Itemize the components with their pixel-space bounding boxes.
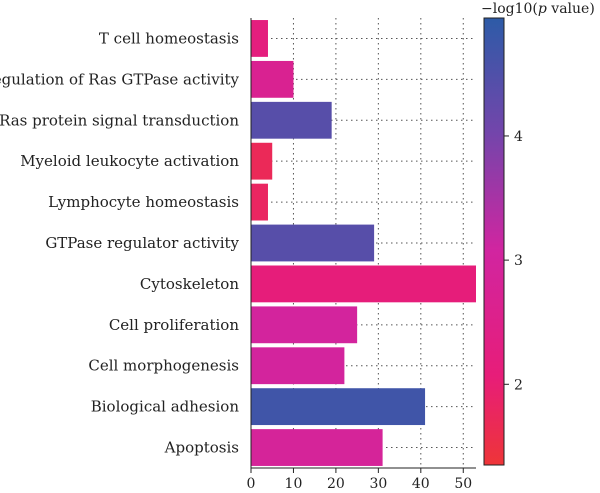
x-tick-label: 10	[285, 476, 303, 492]
bar	[251, 101, 332, 139]
x-axis: 0 10 20 30 40 50	[247, 18, 476, 492]
bar	[251, 142, 273, 180]
category-label: Lymphocyte homeostasis	[48, 193, 239, 211]
colorbar: 2 3 4 −log10(p value)	[481, 1, 595, 466]
bar	[251, 429, 383, 466]
x-tick-label: 40	[412, 476, 430, 492]
x-tick-label: 0	[247, 476, 256, 492]
bar	[251, 347, 345, 385]
category-label: Cytoskeleton	[140, 275, 239, 293]
category-label: Regulation of Ras GTPase activity	[0, 70, 240, 88]
colorbar-title: −log10(p value)	[481, 1, 595, 17]
category-label: GTPase regulator activity	[45, 234, 239, 252]
x-tick-label: 50	[454, 476, 472, 492]
bar-series	[251, 20, 476, 466]
category-label: T cell homeostasis	[99, 29, 239, 47]
bar	[251, 183, 268, 221]
bar	[251, 388, 426, 426]
category-label: Biological adhesion	[91, 398, 240, 416]
bar	[251, 224, 375, 262]
colorbar-tick-label: 4	[514, 129, 523, 145]
bar	[251, 265, 476, 303]
x-tick-label: 30	[369, 476, 387, 492]
colorbar-tick-label: 2	[514, 377, 523, 393]
category-axis-labels: T cell homeostasis Regulation of Ras GTPa…	[0, 29, 240, 456]
x-tick-label: 20	[327, 476, 345, 492]
bar	[251, 60, 294, 98]
category-label: Apoptosis	[164, 439, 239, 457]
bar	[251, 20, 268, 57]
category-label: Cell proliferation	[109, 316, 240, 334]
category-label: Cell morphogenesis	[88, 357, 239, 375]
category-label: Ras protein signal transduction	[0, 111, 239, 129]
category-label: Myeloid leukocyte activation	[20, 152, 239, 170]
bar	[251, 306, 358, 344]
colorbar-gradient	[483, 17, 505, 466]
colorbar-tick-label: 3	[514, 253, 523, 269]
